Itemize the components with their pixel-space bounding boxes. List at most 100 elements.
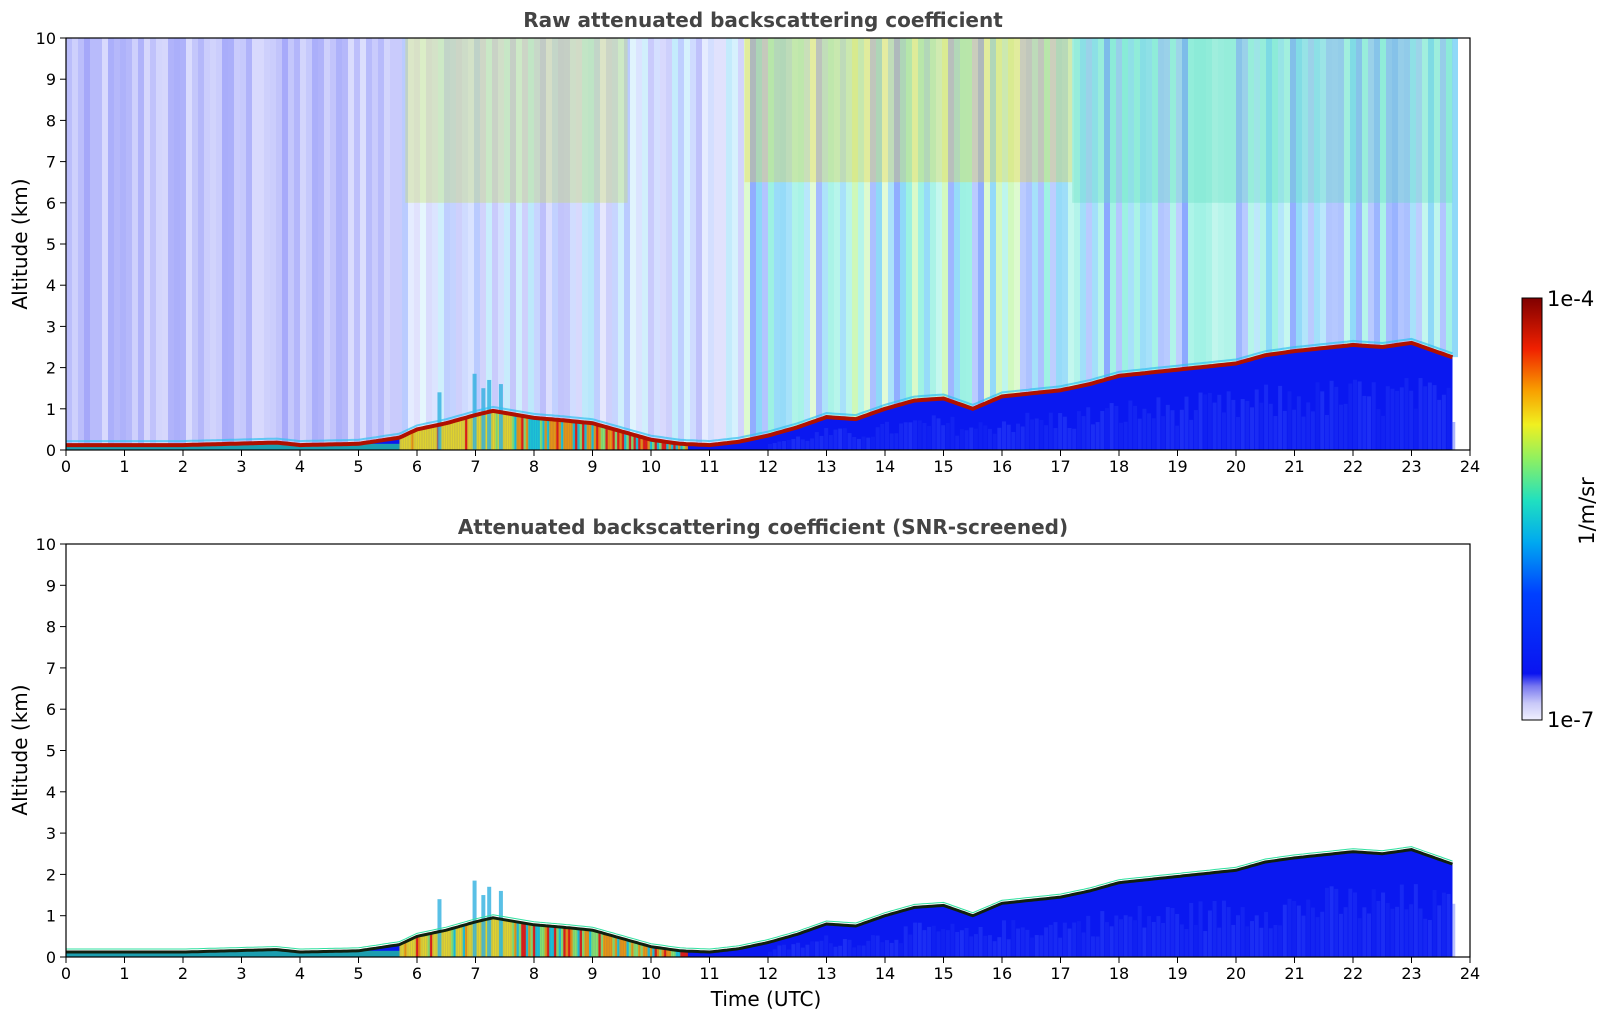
noise-column [1308,38,1314,350]
noise-column [1248,38,1254,361]
x-tick-label: 5 [353,457,363,476]
noise-column [336,38,342,445]
aerosol-plume [645,945,649,957]
layer-streak [1039,935,1044,957]
aerosol-plume [528,923,532,957]
aerosol-plume [490,411,494,450]
noise-column [1026,38,1032,394]
x-tick-label: 13 [816,457,836,476]
noise-column [756,38,762,439]
layer-streak [1287,391,1292,450]
noise-column [1152,38,1158,373]
layer-streak [1273,924,1278,957]
surface-layer [66,443,400,450]
layer-streak [1437,399,1442,450]
layer-streak [1306,899,1311,957]
aerosol-plume [490,918,494,957]
noise-column [606,38,612,428]
aerosol-plume [607,427,611,450]
noise-column [456,38,462,421]
layer-streak [917,922,922,957]
x-tick-label: 17 [1050,457,1070,476]
noise-column [972,38,978,409]
aerosol-plume [617,430,621,450]
layer-streak [805,440,810,450]
x-tick-label: 24 [1460,964,1480,983]
y-tick-label: 6 [46,700,56,719]
noise-column [414,38,420,431]
layer-streak [1306,402,1311,450]
layer-streak [931,925,936,957]
layer-streak [1119,919,1123,957]
layer-streak [1002,421,1006,450]
layer-streak [899,943,904,957]
layer-streak [768,443,772,450]
layer-streak [1404,378,1409,450]
aerosol-plume [434,425,438,450]
noise-column [678,38,684,444]
x-tick-label: 12 [758,964,778,983]
layer-streak [1207,910,1212,957]
layer-streak [1320,911,1325,957]
aerosol-plume [530,924,534,957]
noise-column [234,38,240,444]
layer-streak [1278,385,1283,450]
noise-column [1410,38,1416,344]
layer-streak [1245,926,1250,957]
aerosol-plume [638,943,642,957]
noise-column [450,38,456,423]
aerosol-plume [656,440,660,450]
layer-streak [1123,915,1128,957]
layer-streak [1072,428,1077,450]
layer-streak [1315,917,1320,957]
noise-column [1188,38,1194,369]
noise-column [1284,38,1290,353]
noise-column [1422,38,1428,347]
aerosol-plume [427,934,431,957]
layer-streak [1161,416,1166,450]
y-tick-label: 5 [46,235,56,254]
layer-streak [1343,403,1348,450]
noise-column [264,38,270,443]
layer-streak [969,936,974,957]
noise-column [660,38,666,441]
noise-column [1374,38,1380,347]
y-tick-label: 10 [36,29,56,48]
aerosol-plume [560,420,564,450]
noise-column [840,38,846,418]
noise-column [732,38,738,443]
aerosol-plume [626,939,630,957]
aerosol-plume [406,941,410,957]
layer-streak [1385,386,1390,450]
plume-spike [498,890,503,957]
noise-column [1134,38,1140,375]
noise-column [720,38,726,444]
aerosol-plume [455,927,459,957]
noise-column [654,38,660,441]
noise-column [690,38,696,445]
layer-streak [842,938,847,957]
aerosol-plume [518,922,522,957]
layer-streak [1151,922,1156,957]
aerosol-plume [511,414,515,450]
layer-streak [1086,915,1091,957]
layer-streak [913,922,918,957]
noise-column [474,38,480,416]
noise-column [576,38,582,422]
x-tick-label: 22 [1343,964,1363,983]
layer-streak [1025,929,1030,957]
aerosol-plume [682,443,686,450]
aerosol-plume [443,930,447,957]
aerosol-plume [462,418,466,450]
x-tick-label: 7 [470,457,480,476]
layer-streak [1324,414,1329,450]
y-tick-label: 8 [46,111,56,130]
y-tick-label: 1 [46,907,56,926]
layer-streak [810,438,815,450]
layer-streak [880,423,885,450]
noise-column [984,38,990,405]
noise-column [1092,38,1098,384]
layer-streak [936,931,941,957]
aerosol-plume [633,941,637,957]
